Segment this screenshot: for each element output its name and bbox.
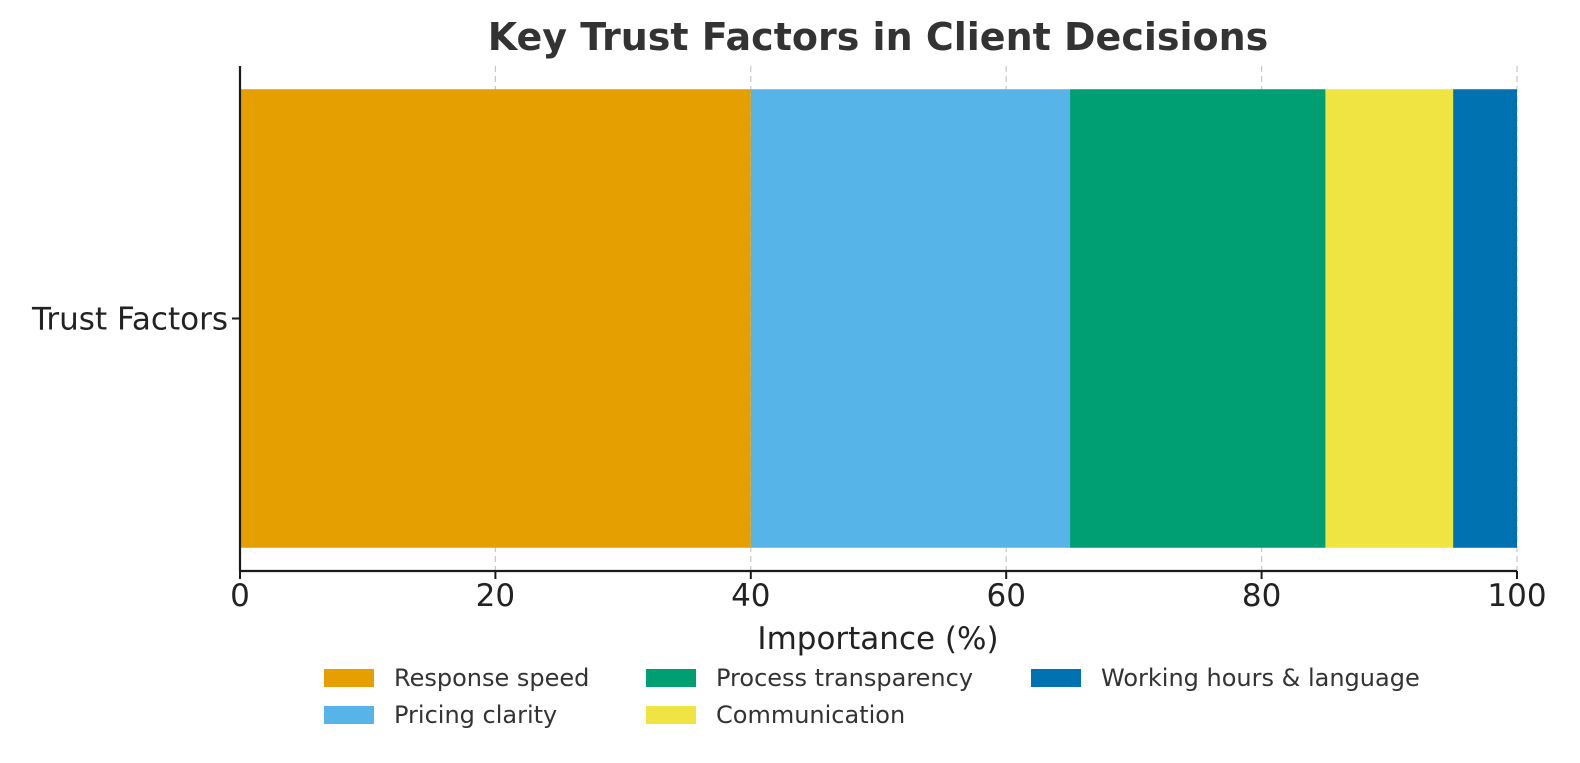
legend: Response speed Pricing clarity Process tra…: [324, 664, 1420, 729]
x-ticks: 0 20 40 60 80 100: [230, 571, 1547, 614]
legend-swatch: [1031, 669, 1081, 687]
x-tick-label: 100: [1487, 578, 1546, 614]
legend-swatch: [646, 706, 696, 724]
y-ticks: Trust Factors: [31, 302, 240, 338]
x-tick-label: 60: [986, 578, 1025, 614]
bar-segments: [240, 89, 1517, 548]
y-tick-label: Trust Factors: [31, 302, 228, 338]
legend-swatch: [324, 706, 374, 724]
legend-swatch: [324, 669, 374, 687]
bar-segment-1: [240, 89, 751, 548]
bar-segment-4: [1325, 89, 1454, 548]
chart-title: Key Trust Factors in Client Decisions: [488, 15, 1269, 59]
x-tick-label: 20: [476, 578, 515, 614]
x-tick-label: 0: [230, 578, 250, 614]
bar-segment-5: [1453, 89, 1517, 548]
legend-label: Communication: [716, 701, 905, 729]
x-tick-label: 80: [1242, 578, 1281, 614]
x-axis-label: Importance (%): [757, 621, 998, 657]
legend-label: Working hours & language: [1101, 664, 1420, 692]
bar-segment-2: [750, 89, 1071, 548]
legend-label: Process transparency: [716, 664, 973, 692]
legend-label: Pricing clarity: [394, 701, 557, 729]
legend-label: Response speed: [394, 664, 589, 692]
bar-segment-3: [1070, 89, 1326, 548]
x-tick-label: 40: [731, 578, 770, 614]
legend-swatch: [646, 669, 696, 687]
